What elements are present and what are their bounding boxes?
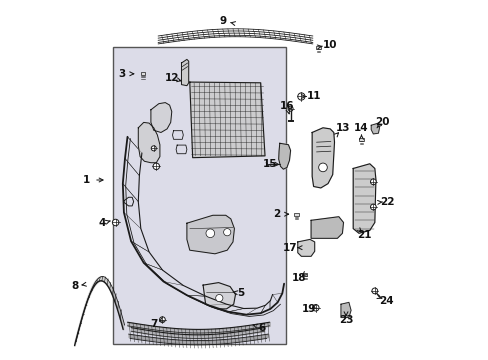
Text: 14: 14: [353, 123, 368, 133]
Polygon shape: [352, 164, 375, 233]
Text: 12: 12: [164, 73, 179, 84]
Polygon shape: [189, 82, 264, 158]
Circle shape: [370, 179, 375, 185]
Text: 7: 7: [150, 319, 157, 329]
Circle shape: [297, 93, 305, 100]
Circle shape: [318, 163, 326, 172]
Bar: [294, 213, 298, 216]
Polygon shape: [340, 302, 350, 318]
Polygon shape: [151, 103, 171, 132]
Text: 9: 9: [219, 16, 226, 26]
Polygon shape: [310, 217, 343, 238]
Text: 20: 20: [374, 117, 388, 127]
Text: 16: 16: [279, 101, 294, 111]
Polygon shape: [278, 143, 290, 169]
Polygon shape: [370, 123, 379, 134]
Bar: [141, 72, 145, 76]
Circle shape: [205, 229, 214, 238]
Polygon shape: [181, 59, 188, 86]
Text: 19: 19: [301, 304, 315, 314]
Text: 4: 4: [99, 218, 106, 228]
Text: 3: 3: [118, 69, 125, 79]
Polygon shape: [203, 283, 235, 309]
Circle shape: [312, 305, 318, 311]
Circle shape: [159, 317, 165, 323]
Polygon shape: [297, 239, 314, 256]
Circle shape: [287, 106, 292, 111]
Bar: [359, 138, 363, 141]
Text: 11: 11: [306, 91, 320, 102]
Bar: [113, 47, 285, 344]
Polygon shape: [186, 215, 234, 254]
Text: 24: 24: [379, 296, 393, 306]
Text: 10: 10: [322, 40, 337, 50]
Text: 1: 1: [82, 175, 89, 185]
Text: 17: 17: [283, 243, 297, 253]
Circle shape: [371, 288, 377, 294]
Circle shape: [215, 294, 223, 302]
Text: 13: 13: [336, 123, 350, 133]
Bar: [302, 273, 306, 276]
Text: 6: 6: [258, 323, 265, 333]
Text: 2: 2: [273, 209, 280, 219]
Circle shape: [153, 163, 159, 170]
Text: 5: 5: [237, 288, 244, 298]
Text: 18: 18: [291, 273, 306, 283]
Text: 23: 23: [338, 315, 352, 325]
Circle shape: [370, 204, 375, 210]
Circle shape: [223, 229, 230, 236]
Polygon shape: [138, 122, 160, 163]
Bar: [315, 46, 320, 49]
Circle shape: [151, 146, 156, 151]
Text: 15: 15: [262, 159, 276, 169]
Text: 22: 22: [380, 197, 394, 207]
Text: 21: 21: [356, 230, 370, 240]
Text: 8: 8: [71, 281, 78, 291]
Circle shape: [112, 219, 119, 226]
Polygon shape: [311, 128, 334, 188]
